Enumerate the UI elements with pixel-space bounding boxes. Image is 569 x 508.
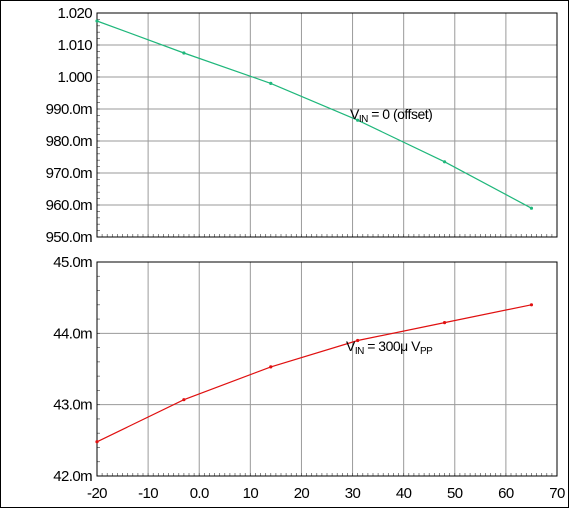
y-tick-label: 1.020 — [57, 5, 92, 22]
x-tick-labels: -20 -10 0.0 10 20 30 40 50 60 70 — [87, 485, 566, 502]
x-tick-label: 50 — [447, 485, 463, 502]
x-tick-label: 40 — [396, 485, 412, 502]
y-tick-label: 44.0m — [53, 325, 92, 342]
panel-bottom: 42.0m 43.0m 44.0m 45.0m VIN = 300μ VPP — [53, 254, 558, 485]
data-point — [356, 118, 360, 122]
x-tick-label: 20 — [294, 485, 310, 502]
x-tick-label: -20 — [87, 485, 107, 502]
data-point — [442, 321, 447, 325]
y-tick-label: 950.0m — [46, 229, 93, 246]
y-tick-label: 1.010 — [57, 37, 92, 54]
data-point — [95, 440, 99, 444]
data-point — [95, 19, 99, 23]
series-line — [96, 304, 532, 443]
x-tick-label: 30 — [345, 485, 361, 502]
plot-frame — [96, 12, 558, 238]
x-tick-label: 0.0 — [190, 485, 209, 502]
series-line — [96, 20, 532, 209]
series-annotation: VIN = 0 (offset) — [350, 106, 432, 125]
y-tick-label: 43.0m — [53, 397, 92, 414]
y-tick-label: 42.0m — [53, 468, 92, 485]
x-tick-label: 10 — [243, 485, 259, 502]
x-tick-label: 70 — [549, 485, 565, 502]
panel-top: 950.0m 960.0m 970.0m 980.0m 990.0m 1.000 1.010… — [46, 5, 558, 246]
y-tick-label: 980.0m — [46, 133, 93, 150]
data-point — [182, 51, 186, 55]
x-tick-label: -10 — [138, 485, 158, 502]
y-tick-label: 1.000 — [57, 69, 92, 86]
data-point — [269, 81, 273, 85]
y-tick-label: 970.0m — [46, 165, 93, 182]
x-tick-label: 60 — [498, 485, 514, 502]
data-point — [356, 338, 360, 343]
data-point — [182, 398, 186, 402]
data-point — [529, 303, 534, 307]
plot-frame — [96, 261, 558, 477]
y-tick-label: 960.0m — [46, 197, 93, 214]
y-tick-label: 45.0m — [53, 254, 92, 271]
data-point — [529, 206, 534, 210]
y-tick-label: 990.0m — [46, 101, 93, 118]
data-point — [269, 365, 273, 369]
data-point — [442, 160, 447, 164]
series-annotation: VIN = 300μ VPP — [346, 338, 433, 357]
